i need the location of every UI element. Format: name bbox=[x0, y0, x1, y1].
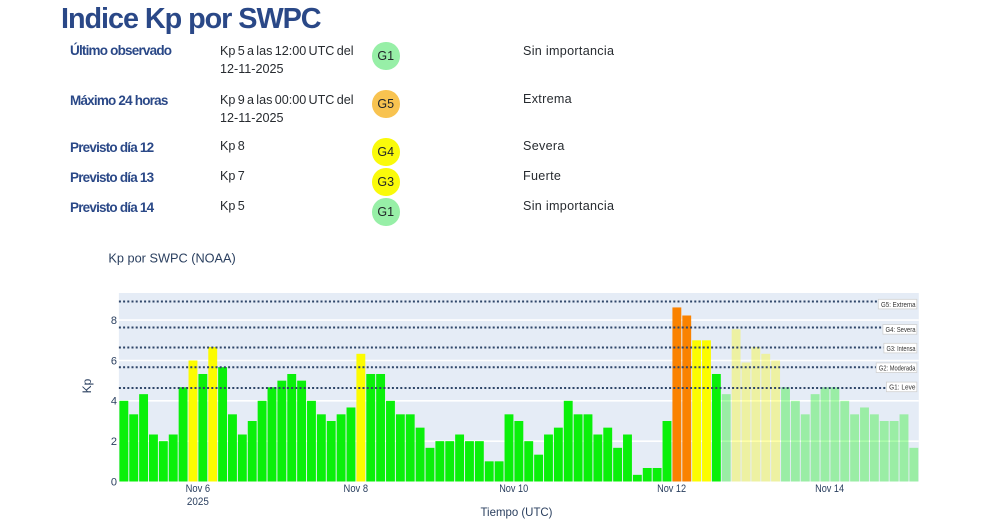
svg-text:4: 4 bbox=[111, 396, 117, 408]
svg-text:Kp: Kp bbox=[80, 378, 94, 393]
svg-text:G2: Moderada: G2: Moderada bbox=[879, 364, 916, 373]
svg-text:Nov 12: Nov 12 bbox=[657, 483, 686, 495]
svg-text:Nov 10: Nov 10 bbox=[499, 483, 528, 495]
svg-text:Nov 8: Nov 8 bbox=[344, 483, 369, 495]
svg-text:Tiempo (UTC): Tiempo (UTC) bbox=[481, 505, 553, 519]
svg-text:6: 6 bbox=[111, 355, 117, 367]
svg-text:G5: Extrema: G5: Extrema bbox=[881, 300, 916, 309]
svg-text:2025: 2025 bbox=[187, 496, 209, 508]
svg-text:G3: Intensa: G3: Intensa bbox=[887, 344, 917, 353]
svg-text:G4: Severa: G4: Severa bbox=[886, 325, 917, 334]
svg-text:G1: Leve: G1: Leve bbox=[889, 383, 915, 392]
svg-text:0: 0 bbox=[111, 476, 117, 488]
svg-text:2: 2 bbox=[111, 436, 117, 448]
svg-text:8: 8 bbox=[111, 315, 117, 327]
svg-text:Kp por SWPC (NOAA): Kp por SWPC (NOAA) bbox=[108, 250, 235, 265]
svg-text:Nov 14: Nov 14 bbox=[815, 483, 844, 495]
svg-text:Nov 6: Nov 6 bbox=[186, 483, 211, 495]
